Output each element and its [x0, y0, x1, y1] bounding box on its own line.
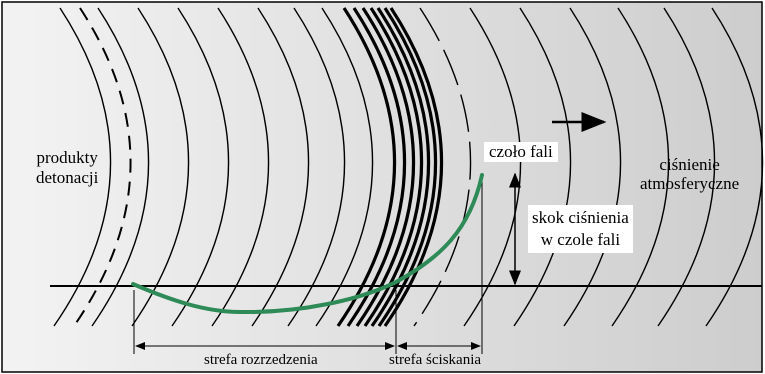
pressure-jump-line2: w czole fali: [540, 230, 621, 249]
wave-arc: [513, 7, 572, 327]
wave-arc-bold: [346, 7, 407, 327]
wave-arc: [563, 7, 622, 327]
products-label-line1: produkty: [36, 148, 98, 167]
rarefaction-zone-label: strefa rozrzedzenia: [204, 352, 318, 368]
wave-arc: [251, 7, 310, 327]
compression-zone-label: strefa ściskania: [389, 352, 482, 368]
ambient-pressure-line1: ciśnienie: [659, 155, 720, 174]
wave-arc: [287, 7, 346, 327]
wave-arc: [657, 7, 716, 327]
ambient-pressure-line2: atmosferyczne: [640, 174, 740, 193]
wave-arc: [705, 7, 764, 327]
pressure-curve: [131, 173, 484, 315]
products-label: produkty detonacji: [36, 148, 98, 188]
pressure-jump-label: skok ciśnienia w czole fali: [528, 205, 633, 253]
wave-arc: [91, 7, 150, 327]
wave-arc: [211, 7, 270, 327]
ambient-pressure-label: ciśnienie atmosferyczne: [640, 155, 739, 193]
products-label-line2: detonacji: [36, 168, 99, 187]
pressure-jump-line1: skok ciśnienia: [532, 208, 629, 227]
wave-arcs: [53, 7, 764, 327]
wave-arc-bold: [355, 7, 416, 327]
wave-arc-bold: [336, 7, 397, 327]
wave-arc-bold: [377, 7, 438, 327]
wave-arc-bold: [370, 7, 431, 327]
wave-arc-dashed: [73, 7, 132, 327]
wave-front-label: czoło fali: [484, 142, 558, 162]
wave-arc: [171, 7, 230, 327]
wave-arc: [131, 7, 190, 327]
wave-arc: [463, 7, 522, 327]
wave-arc-bold: [383, 7, 444, 327]
wave-arc: [53, 7, 112, 327]
wave-arc-broken: [413, 7, 472, 327]
wave-arc: [315, 7, 374, 327]
wave-arc: [611, 7, 670, 327]
